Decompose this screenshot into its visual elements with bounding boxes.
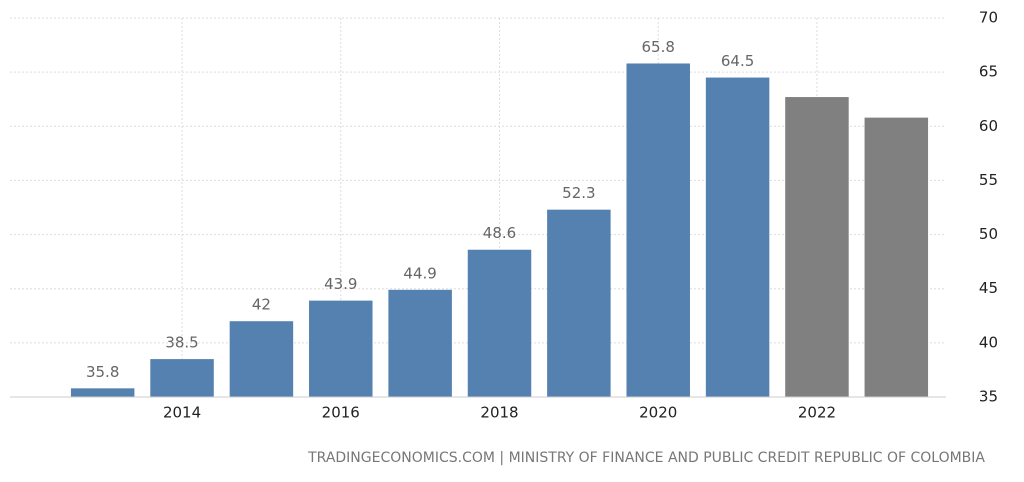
y-tick-label: 45 bbox=[979, 279, 998, 297]
bar bbox=[388, 289, 452, 397]
bar bbox=[626, 63, 690, 397]
y-tick-label: 50 bbox=[979, 225, 998, 243]
bar bbox=[467, 249, 532, 397]
x-tick-label: 2018 bbox=[480, 404, 518, 422]
value-label: 42 bbox=[252, 296, 271, 314]
y-tick-label: 40 bbox=[979, 333, 998, 351]
x-tick-label: 2014 bbox=[163, 404, 201, 422]
bar bbox=[229, 321, 294, 397]
y-tick-label: 60 bbox=[979, 117, 998, 135]
y-tick-label: 70 bbox=[979, 9, 998, 27]
value-label: 52.3 bbox=[562, 184, 595, 202]
y-tick-label: 65 bbox=[979, 63, 998, 81]
bar bbox=[150, 359, 214, 397]
bar bbox=[70, 388, 135, 397]
value-label: 38.5 bbox=[165, 334, 198, 352]
y-tick-label: 55 bbox=[979, 171, 998, 189]
value-label: 48.6 bbox=[483, 224, 516, 242]
y-tick-label: 35 bbox=[979, 388, 998, 406]
x-tick-label: 2016 bbox=[322, 404, 360, 422]
value-label: 64.5 bbox=[721, 52, 754, 70]
bar bbox=[705, 77, 770, 398]
source: TRADINGECONOMICS.COM | MINISTRY OF FINAN… bbox=[307, 450, 985, 466]
x-tick-label: 2022 bbox=[798, 404, 836, 422]
bar bbox=[864, 117, 929, 397]
x-tick-label: 2020 bbox=[639, 404, 677, 422]
bar bbox=[785, 97, 849, 397]
value-label: 43.9 bbox=[324, 275, 357, 293]
value-label: 35.8 bbox=[86, 363, 119, 381]
value-label: 44.9 bbox=[403, 264, 436, 282]
value-label: 65.8 bbox=[642, 38, 675, 56]
bar bbox=[309, 300, 373, 397]
bar bbox=[547, 209, 611, 397]
